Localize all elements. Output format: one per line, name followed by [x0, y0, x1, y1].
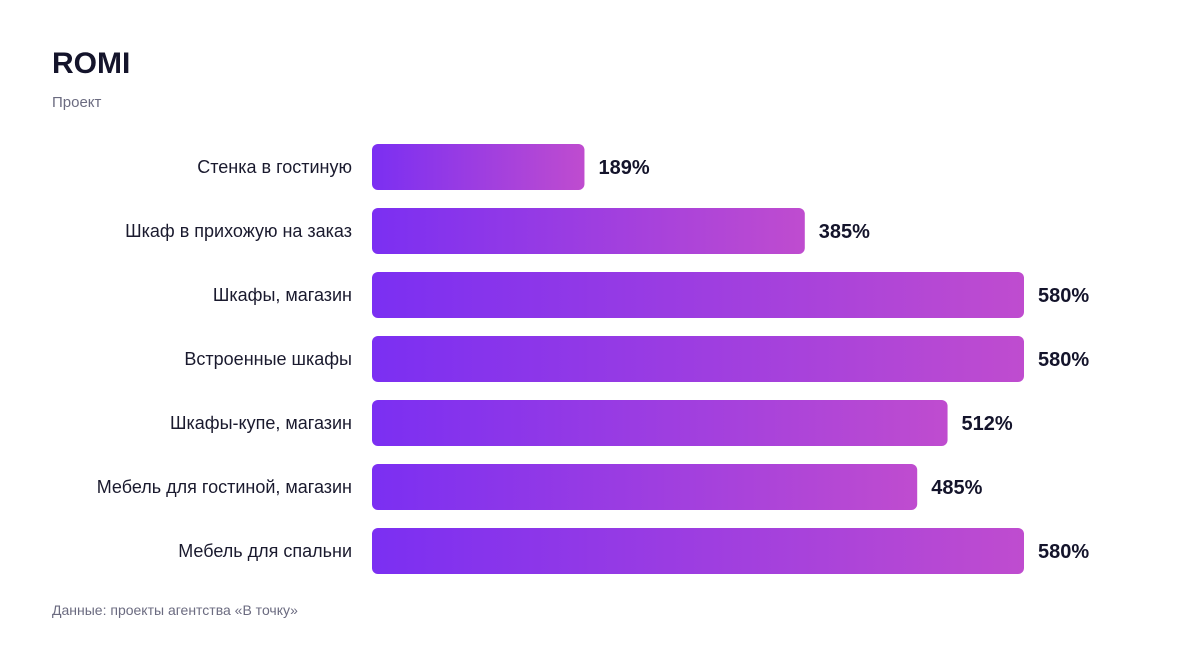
value-label: 512% [962, 413, 1013, 435]
value-label: 485% [931, 477, 982, 499]
category-label: Мебель для гостиной, магазин [97, 477, 352, 497]
category-label: Мебель для спальни [178, 541, 352, 561]
bar [372, 528, 1024, 574]
value-label: 580% [1038, 285, 1089, 307]
bar [372, 272, 1024, 318]
data-source-note: Данные: проекты агентства «В точку» [52, 602, 298, 618]
value-label: 580% [1038, 541, 1089, 563]
category-label: Шкафы-купе, магазин [170, 413, 352, 433]
category-label: Встроенные шкафы [184, 349, 352, 369]
chart-subtitle: Проект [52, 94, 102, 111]
value-label: 385% [819, 221, 870, 243]
bar [372, 464, 918, 510]
value-label: 580% [1038, 349, 1089, 371]
chart-title: ROMI [52, 47, 131, 80]
bar [372, 400, 948, 446]
bar [372, 144, 585, 190]
category-label: Шкаф в прихожую на заказ [125, 221, 352, 241]
value-label: 189% [598, 157, 649, 179]
category-label: Стенка в гостиную [197, 157, 352, 177]
category-label: Шкафы, магазин [213, 285, 352, 305]
bar [372, 208, 805, 254]
bar-chart: Стенка в гостиную 189% Шкаф в прихожую на … [97, 144, 1089, 574]
bar [372, 336, 1024, 382]
